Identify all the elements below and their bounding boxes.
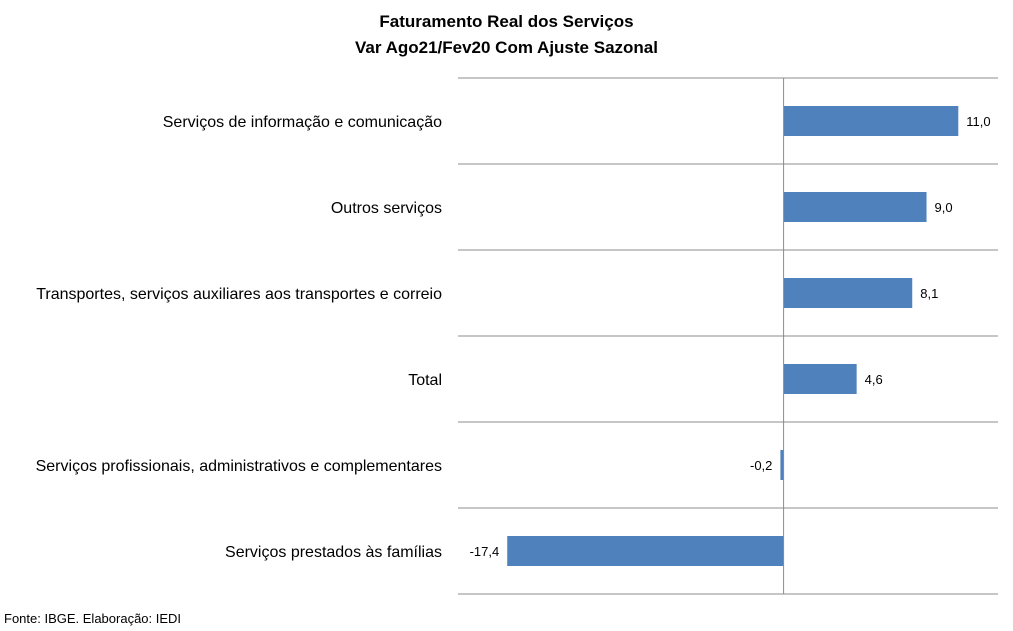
bar — [783, 192, 927, 222]
category-label: Serviços prestados às famílias — [225, 544, 442, 561]
category-label: Total — [408, 372, 442, 389]
bar — [507, 536, 784, 566]
chart-title: Faturamento Real dos Serviços — [379, 12, 634, 31]
data-label: -0,2 — [750, 458, 772, 473]
bar — [783, 364, 857, 394]
data-label: -17,4 — [470, 544, 500, 559]
data-label: 9,0 — [935, 200, 953, 215]
bar — [783, 278, 913, 308]
category-label: Serviços profissionais, administrativos … — [36, 458, 442, 475]
category-label: Transportes, serviços auxiliares aos tra… — [36, 286, 442, 303]
data-label: 11,0 — [966, 114, 990, 129]
data-label: 8,1 — [920, 286, 938, 301]
bar — [783, 106, 959, 136]
category-label: Outros serviços — [331, 200, 442, 217]
chart-subtitle: Var Ago21/Fev20 Com Ajuste Sazonal — [355, 38, 658, 57]
source-note: Fonte: IBGE. Elaboração: IEDI — [4, 611, 182, 626]
category-label: Serviços de informação e comunicação — [163, 114, 442, 131]
bar — [780, 450, 784, 480]
data-label: 4,6 — [865, 372, 883, 387]
